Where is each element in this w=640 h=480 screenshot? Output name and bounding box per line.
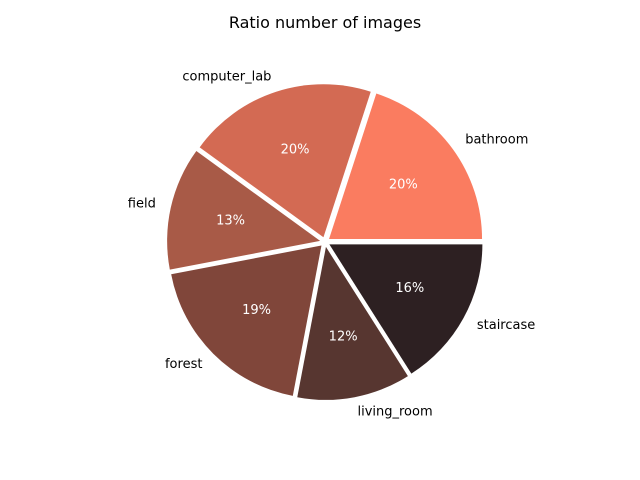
pie-slice-forest — [171, 245, 322, 396]
pie-value-label: 16% — [395, 281, 424, 296]
pie-slice-living-room — [297, 246, 408, 400]
pie-slices — [167, 84, 483, 400]
pie-value-label: 20% — [389, 178, 418, 193]
pie-slice-field — [167, 150, 321, 270]
pie-category-label: living_room — [357, 405, 432, 420]
pie-category-label: forest — [165, 357, 202, 372]
pie-slice-staircase — [329, 244, 483, 374]
pie-value-label: 19% — [242, 303, 271, 318]
pie-value-label: 12% — [329, 330, 358, 345]
pie-category-label: bathroom — [465, 133, 528, 148]
pie-category-label: field — [128, 197, 156, 212]
pie-value-label: 20% — [281, 142, 310, 157]
pie-value-label: 13% — [216, 213, 245, 228]
chart-title: Ratio number of images — [229, 13, 421, 32]
pie-category-label: computer_lab — [182, 70, 271, 85]
pie-category-label: staircase — [477, 318, 535, 333]
pie-slice-computer-lab — [199, 84, 371, 238]
pie-slice-bathroom — [329, 93, 483, 240]
pie-labels: 20% bathroom 20% computer_lab 13% field 19% for… — [128, 70, 535, 420]
